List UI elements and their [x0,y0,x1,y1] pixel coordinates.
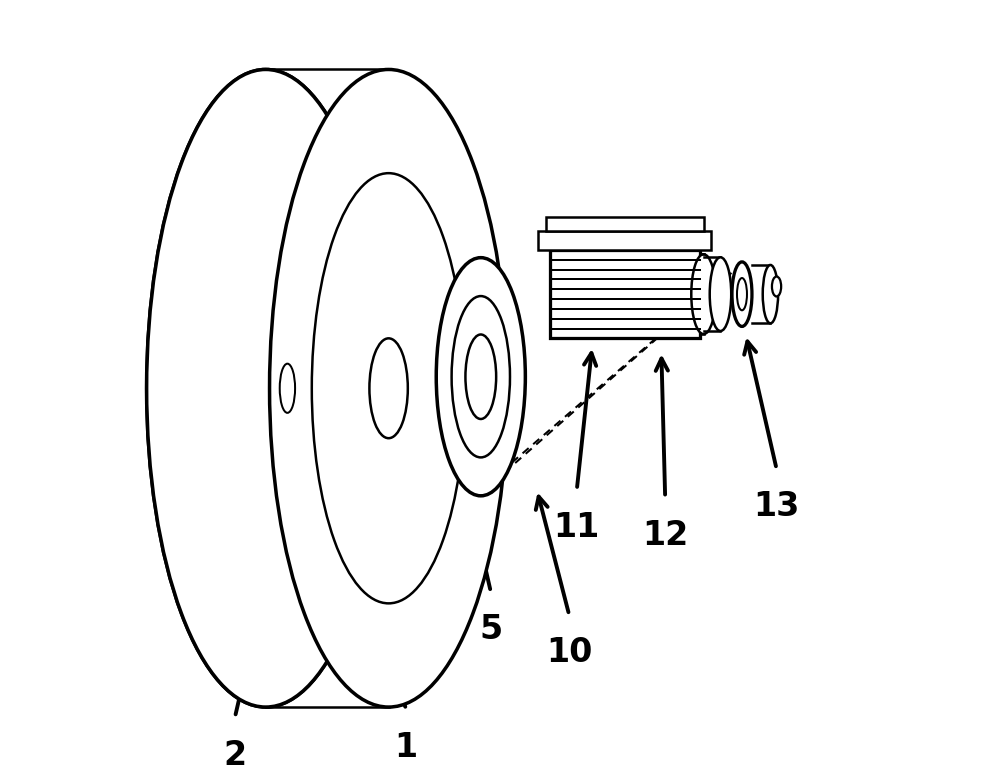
Ellipse shape [369,338,408,438]
Ellipse shape [363,131,406,646]
Bar [546,217,704,231]
Ellipse shape [147,70,385,707]
Bar [550,250,700,338]
Ellipse shape [270,70,508,707]
Ellipse shape [312,173,465,604]
Text: 1: 1 [395,731,418,764]
Bar [538,231,711,250]
Text: 5: 5 [479,613,502,646]
Ellipse shape [452,296,510,457]
Ellipse shape [732,262,752,327]
Ellipse shape [271,116,314,661]
Ellipse shape [280,363,295,413]
Ellipse shape [294,119,337,657]
Ellipse shape [248,112,291,665]
Ellipse shape [340,127,383,649]
Ellipse shape [147,70,385,707]
Ellipse shape [379,348,406,406]
Ellipse shape [763,265,778,323]
Text: 10: 10 [546,637,592,669]
Text: 2: 2 [223,738,247,771]
Text: 13: 13 [753,490,800,523]
Ellipse shape [737,278,747,310]
Ellipse shape [691,254,716,334]
Text: 11: 11 [554,511,600,544]
Ellipse shape [436,258,525,496]
Ellipse shape [317,123,360,653]
Text: 12: 12 [642,519,688,552]
Ellipse shape [772,276,781,297]
Ellipse shape [710,258,731,331]
Ellipse shape [465,334,496,419]
